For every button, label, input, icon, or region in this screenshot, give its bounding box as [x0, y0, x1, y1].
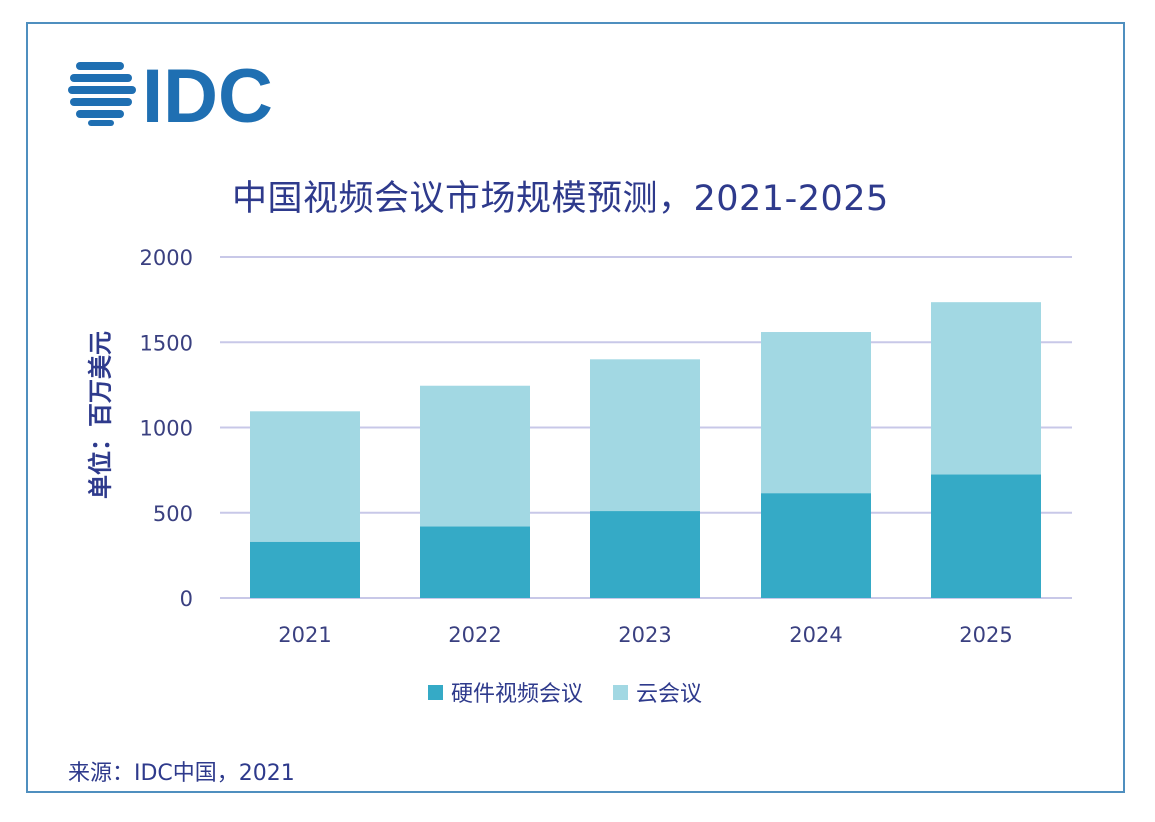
x-tick-label: 2025 — [959, 623, 1012, 647]
bar-cloud-2022 — [420, 385, 530, 527]
bars — [250, 302, 1041, 598]
bar-cloud-2021 — [250, 411, 360, 542]
x-tick-label: 2023 — [618, 623, 671, 647]
idc-logo-text: IDC — [142, 58, 273, 128]
legend-swatch-hardware — [428, 684, 443, 700]
bar-hardware-2025 — [931, 474, 1041, 598]
x-tick-label: 2021 — [278, 623, 331, 647]
legend-label-cloud: 云会议 — [636, 682, 703, 707]
bar-cloud-2025 — [931, 302, 1041, 475]
source-note: 来源：IDC中国，2021 — [68, 761, 295, 786]
x-tick-labels: 2021 2022 2023 2024 2025 — [278, 623, 1012, 647]
y-tick-labels: 0 500 1000 1500 2000 — [140, 246, 193, 611]
idc-logo: IDC — [68, 58, 273, 128]
bar-cloud-2024 — [761, 332, 871, 494]
bar-hardware-2023 — [590, 511, 700, 598]
y-tick-label: 1000 — [140, 417, 193, 441]
globe-stripes-icon — [68, 62, 136, 126]
legend-item-cloud: 云会议 — [613, 676, 702, 708]
bar-hardware-2024 — [761, 493, 871, 598]
bar-hardware-2021 — [250, 541, 360, 598]
legend-item-hardware: 硬件视频会议 — [428, 676, 583, 708]
y-tick-label: 1500 — [140, 331, 193, 355]
legend-label-hardware: 硬件视频会议 — [451, 682, 584, 707]
y-tick-label: 2000 — [140, 246, 193, 270]
x-tick-label: 2022 — [448, 623, 501, 647]
legend-swatch-cloud — [613, 684, 629, 700]
bar-cloud-2023 — [590, 359, 700, 512]
y-tick-label: 500 — [153, 502, 193, 526]
bar-hardware-2022 — [420, 526, 530, 598]
legend: 硬件视频会议 云会议 — [428, 676, 732, 708]
chart-title: 中国视频会议市场规模预测，2021-2025 — [232, 179, 889, 219]
x-tick-label: 2024 — [789, 623, 842, 647]
y-tick-label: 0 — [180, 587, 193, 611]
